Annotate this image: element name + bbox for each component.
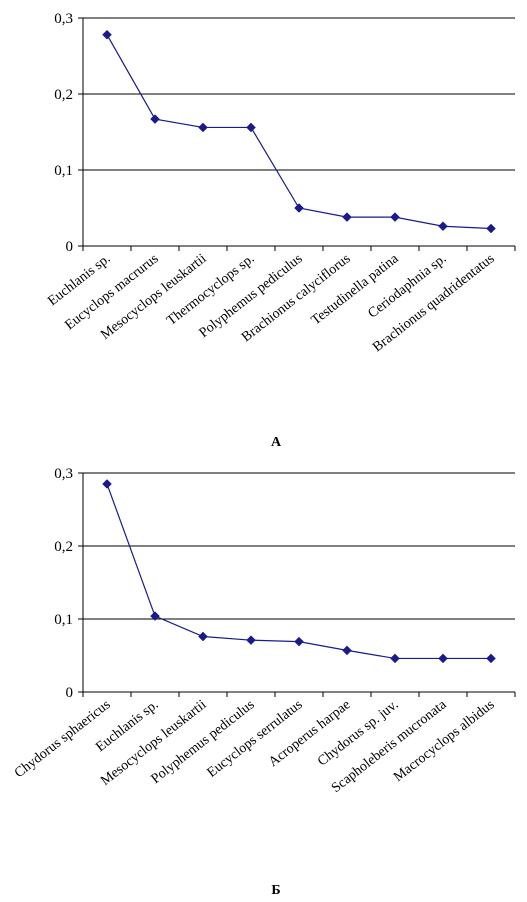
y-tick-label: 0,2 bbox=[54, 539, 73, 555]
y-tick-label: 0,3 bbox=[54, 11, 73, 27]
data-point bbox=[342, 212, 352, 222]
y-tick-label: 0,2 bbox=[54, 87, 73, 103]
y-tick-label: 0,1 bbox=[54, 163, 73, 179]
data-point bbox=[198, 631, 208, 642]
y-tick-label: 0 bbox=[66, 239, 74, 255]
data-point bbox=[438, 653, 448, 664]
data-point bbox=[390, 653, 400, 664]
data-point bbox=[294, 636, 304, 647]
data-point bbox=[486, 653, 496, 664]
data-point bbox=[102, 479, 112, 489]
y-tick-label: 0,1 bbox=[54, 612, 73, 628]
x-tick-label: Testudinella patina bbox=[309, 251, 402, 329]
data-point bbox=[198, 122, 208, 133]
data-point bbox=[438, 221, 448, 232]
x-tick-label: Acroperus harpae bbox=[266, 697, 353, 770]
panel-label: Б bbox=[271, 883, 280, 898]
y-tick-label: 0,3 bbox=[54, 466, 73, 482]
panel-label: А bbox=[271, 435, 282, 450]
data-point bbox=[150, 611, 160, 621]
data-point bbox=[150, 114, 160, 124]
data-point bbox=[342, 645, 352, 656]
x-tick-label: Chydorus sp. juv. bbox=[315, 697, 401, 769]
data-point bbox=[246, 635, 256, 646]
data-point bbox=[390, 212, 400, 222]
data-point bbox=[246, 122, 256, 133]
series-line bbox=[106, 34, 492, 230]
y-tick-label: 0 bbox=[66, 685, 74, 701]
data-point bbox=[102, 29, 112, 40]
series-line bbox=[106, 483, 491, 660]
data-point bbox=[294, 203, 304, 213]
data-point bbox=[486, 223, 496, 234]
